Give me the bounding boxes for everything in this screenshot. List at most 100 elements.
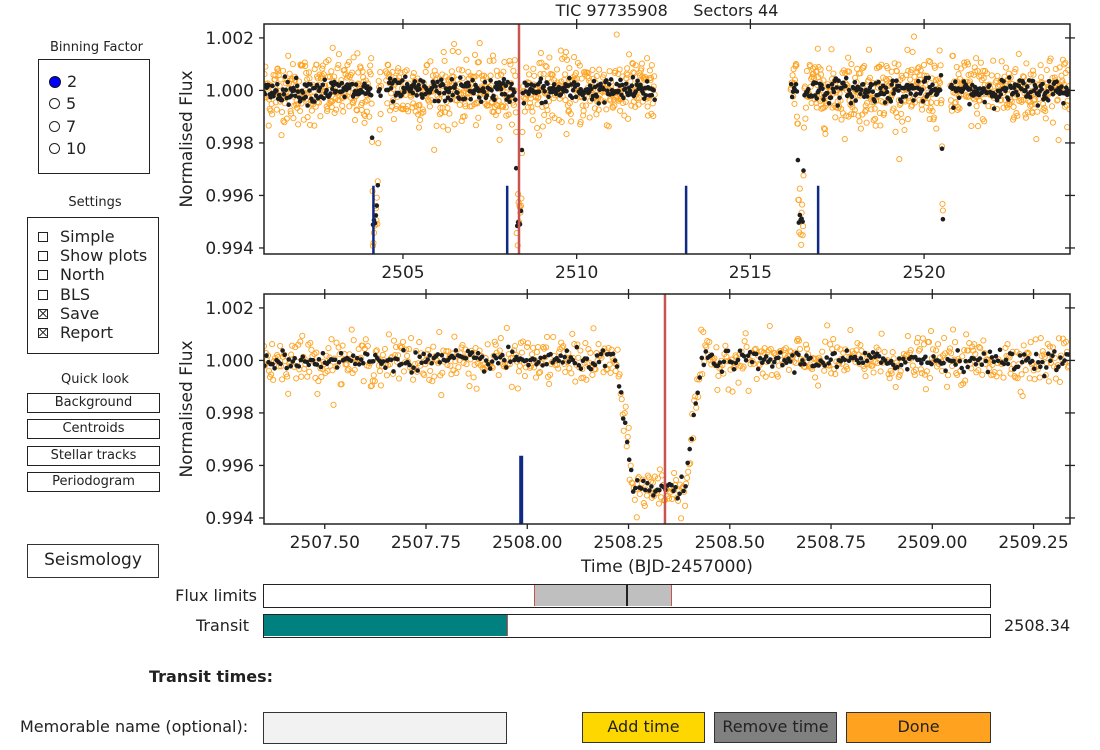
binned-data-point <box>322 77 328 83</box>
raw-data-point <box>350 100 357 107</box>
binned-data-point <box>558 353 563 359</box>
transit-slider-fill[interactable] <box>264 615 509 636</box>
raw-data-point <box>907 76 914 83</box>
raw-data-point <box>929 107 936 115</box>
binned-data-point <box>627 88 633 93</box>
binned-data-point <box>719 369 725 375</box>
checkbox-checked[interactable] <box>38 327 48 338</box>
binning-option-7[interactable]: 7 <box>49 117 76 136</box>
raw-data-point <box>795 337 803 344</box>
flux-limits-slider[interactable] <box>263 584 991 608</box>
raw-data-point <box>507 61 514 68</box>
raw-data-point <box>824 322 831 329</box>
binned-data-point <box>882 100 888 105</box>
binned-data-point <box>878 360 884 366</box>
transit-slider[interactable] <box>263 614 991 638</box>
binned-data-point <box>729 360 735 365</box>
binning-option-2[interactable]: 2 <box>49 72 77 91</box>
binning-option-5[interactable]: 5 <box>49 94 76 113</box>
raw-data-point <box>364 97 371 104</box>
binned-data-point <box>576 363 582 368</box>
raw-data-point <box>811 64 818 71</box>
binned-data-point <box>870 350 876 355</box>
raw-data-point <box>994 72 1001 80</box>
raw-data-point <box>537 369 544 376</box>
raw-data-point <box>533 349 541 356</box>
checkbox[interactable] <box>38 269 48 280</box>
raw-data-point <box>499 103 507 110</box>
setting-report[interactable]: Report <box>38 323 113 342</box>
raw-data-point <box>821 126 828 133</box>
raw-data-point <box>936 47 943 54</box>
raw-data-point <box>936 78 943 85</box>
raw-data-point <box>954 371 961 378</box>
raw-data-point <box>808 100 815 107</box>
add-time-button[interactable]: Add time <box>582 712 705 743</box>
setting-north[interactable]: North <box>38 265 105 284</box>
raw-data-point <box>582 102 589 109</box>
radio-button[interactable] <box>49 143 60 154</box>
binned-data-point <box>834 364 840 370</box>
background-button[interactable]: Background <box>27 393 160 413</box>
binned-data-point <box>332 357 338 363</box>
binned-data-point <box>449 77 455 82</box>
raw-data-point <box>278 108 286 116</box>
raw-data-point <box>767 345 774 353</box>
raw-data-point <box>295 121 302 128</box>
binned-data-point <box>985 369 991 375</box>
binned-data-point <box>401 347 406 353</box>
raw-data-point <box>539 123 546 130</box>
binned-data-point <box>859 87 864 93</box>
raw-data-point <box>966 340 973 347</box>
radio-button[interactable] <box>49 98 60 109</box>
raw-data-point <box>643 492 650 499</box>
checkbox[interactable] <box>38 250 48 261</box>
radio-button[interactable] <box>49 121 60 132</box>
checkbox[interactable] <box>38 231 48 242</box>
binned-data-point <box>844 348 850 353</box>
memorable-name-input[interactable] <box>263 712 507 744</box>
raw-data-point <box>745 387 752 394</box>
flux-limits-handle[interactable] <box>626 585 628 606</box>
binned-data-point <box>451 355 457 361</box>
raw-data-point <box>1060 81 1067 88</box>
binned-data-point <box>371 359 376 364</box>
raw-data-point <box>603 106 610 113</box>
binning-option-10[interactable]: 10 <box>49 139 86 158</box>
raw-data-point <box>416 116 424 124</box>
raw-data-point <box>377 382 384 389</box>
periodogram-button[interactable]: Periodogram <box>27 472 160 492</box>
seismology-button[interactable]: Seismology <box>27 544 159 578</box>
raw-data-point <box>331 73 338 80</box>
raw-data-point <box>861 365 868 373</box>
raw-data-point <box>506 57 513 65</box>
raw-data-point <box>828 46 835 53</box>
radio-button[interactable] <box>49 75 61 88</box>
raw-data-point <box>466 383 473 390</box>
setting-save[interactable]: Save <box>38 304 99 323</box>
binned-data-point <box>669 482 674 488</box>
x-tick-label: 2510 <box>555 263 598 283</box>
binned-data-point <box>846 87 852 93</box>
setting-bls[interactable]: BLS <box>38 285 90 304</box>
binned-data-point <box>536 89 542 94</box>
checkbox[interactable] <box>38 289 48 300</box>
checkbox-checked[interactable] <box>38 308 48 319</box>
binned-data-point <box>591 78 597 84</box>
raw-data-point <box>595 341 602 348</box>
setting-show-plots[interactable]: Show plots <box>38 246 147 265</box>
binned-data-point <box>493 355 499 361</box>
flux-limits-range[interactable] <box>534 585 672 606</box>
raw-data-point <box>821 367 828 374</box>
setting-simple[interactable]: Simple <box>38 227 115 246</box>
binned-data-point <box>310 357 316 363</box>
centroids-button[interactable]: Centroids <box>27 419 160 439</box>
binned-data-point <box>829 81 835 87</box>
stellar-tracks-button[interactable]: Stellar tracks <box>27 446 160 466</box>
binned-data-point <box>338 350 344 356</box>
raw-data-point <box>497 335 504 342</box>
raw-data-point <box>278 132 285 139</box>
remove-time-button[interactable]: Remove time <box>714 712 837 743</box>
binned-data-point <box>383 365 388 371</box>
done-button[interactable]: Done <box>846 712 991 743</box>
